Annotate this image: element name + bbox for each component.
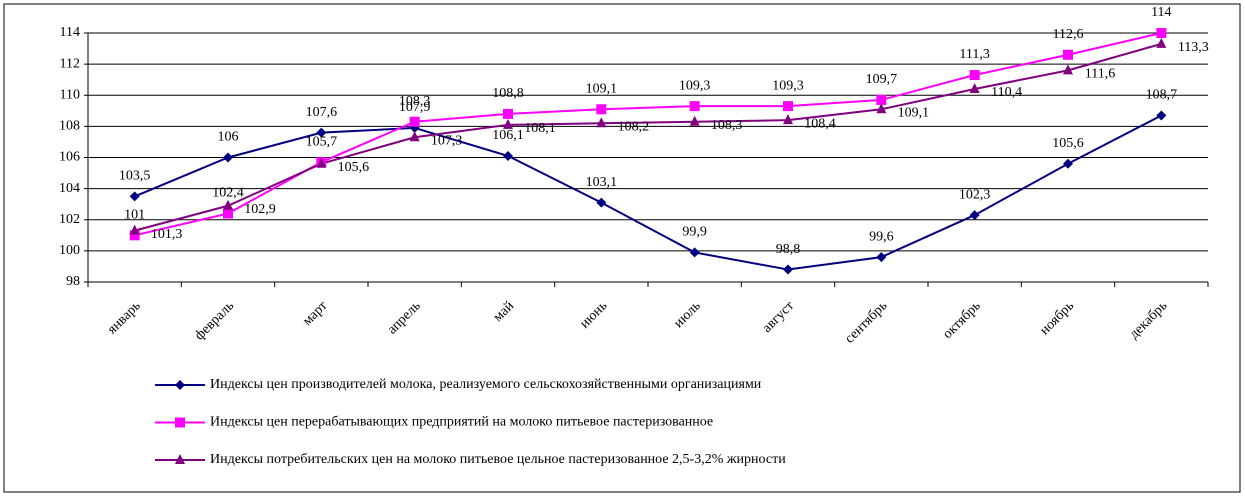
data-label: 107,6 — [306, 105, 338, 120]
data-label: 105,6 — [338, 160, 370, 175]
data-label: 109,7 — [866, 72, 898, 87]
data-point — [876, 103, 887, 114]
data-label: 109,1 — [586, 81, 618, 96]
data-label: 103,1 — [586, 175, 618, 190]
legend-marker — [175, 454, 185, 464]
data-label: 106 — [218, 130, 239, 145]
series-line — [134, 42, 1162, 232]
data-label: 109,3 — [772, 78, 804, 93]
legend-label: Индексы потребительских цен на молоко пи… — [210, 452, 786, 467]
data-label: 101,3 — [151, 227, 183, 242]
data-point — [689, 115, 700, 126]
data-label: 103,5 — [119, 169, 151, 184]
data-label: 107,3 — [431, 133, 463, 148]
data-point — [503, 150, 513, 161]
y-tick-label: 106 — [59, 150, 80, 165]
data-point — [969, 83, 980, 94]
data-point — [689, 247, 700, 258]
y-tick-label: 104 — [59, 181, 80, 196]
legend-label: Индексы цен перерабатывающих предприятий… — [210, 415, 713, 430]
data-label: 109,1 — [898, 105, 930, 120]
data-point — [783, 101, 793, 112]
data-point — [596, 104, 607, 115]
legend-label: Индексы цен производителей молока, реали… — [210, 377, 762, 392]
data-label: 111,3 — [959, 47, 989, 62]
data-label: 99,9 — [682, 225, 707, 240]
data-label: 112,6 — [1053, 27, 1084, 42]
data-point — [503, 108, 513, 119]
data-label: 101 — [124, 208, 145, 223]
data-point — [876, 94, 887, 105]
y-tick-label: 112 — [60, 56, 80, 71]
data-label: 98,8 — [776, 242, 801, 257]
data-point — [876, 252, 887, 263]
data-point — [316, 157, 327, 168]
data-point — [129, 224, 140, 235]
data-point — [1156, 28, 1167, 38]
data-point — [689, 101, 700, 112]
data-point — [316, 127, 327, 138]
data-label: 111,6 — [1085, 67, 1115, 82]
y-tick-label: 100 — [59, 243, 80, 258]
data-point — [503, 118, 513, 129]
data-label: 107,9 — [399, 100, 431, 115]
data-label: 108,4 — [804, 116, 836, 131]
data-label: 102,3 — [959, 187, 991, 202]
data-label: 106,1 — [492, 128, 524, 143]
data-point — [783, 114, 793, 125]
data-point — [783, 264, 793, 275]
data-label: 105,7 — [306, 134, 338, 149]
data-point — [409, 116, 420, 127]
data-point — [596, 117, 607, 128]
data-label: 113,3 — [1178, 40, 1209, 55]
legend-marker — [175, 417, 185, 428]
y-tick-label: 108 — [59, 119, 80, 134]
y-tick-label: 98 — [66, 274, 80, 289]
data-label: 102,4 — [212, 186, 244, 201]
data-point — [596, 197, 607, 208]
data-point — [1063, 64, 1073, 75]
data-point — [223, 199, 233, 210]
data-point — [223, 152, 233, 163]
data-point — [1156, 110, 1167, 121]
y-tick-label: 110 — [60, 87, 80, 102]
data-point — [129, 230, 140, 241]
data-point — [1063, 49, 1073, 60]
data-label: 114 — [1151, 5, 1171, 20]
data-label: 102,9 — [244, 202, 276, 217]
data-label: 105,6 — [1052, 136, 1084, 151]
series-line — [134, 114, 1162, 271]
data-label: 108,3 — [711, 118, 743, 133]
data-label: 108,2 — [618, 119, 650, 134]
data-point — [223, 208, 233, 219]
chart-border — [3, 3, 1241, 493]
data-label: 99,6 — [869, 229, 894, 244]
data-point — [1063, 158, 1073, 169]
data-point — [969, 70, 980, 81]
legend-marker — [175, 380, 185, 390]
data-label: 109,3 — [679, 78, 711, 93]
data-label: 110,4 — [991, 85, 1022, 100]
data-label: 108,3 — [399, 94, 431, 109]
data-point — [409, 131, 420, 142]
y-tick-label: 102 — [59, 212, 80, 227]
data-point — [969, 210, 980, 221]
data-label: 108,8 — [492, 86, 524, 101]
data-label: 108,7 — [1146, 88, 1178, 103]
data-point — [129, 191, 140, 202]
data-label: 108,1 — [524, 121, 556, 136]
data-point — [1156, 37, 1167, 48]
y-tick-label: 114 — [60, 25, 80, 40]
